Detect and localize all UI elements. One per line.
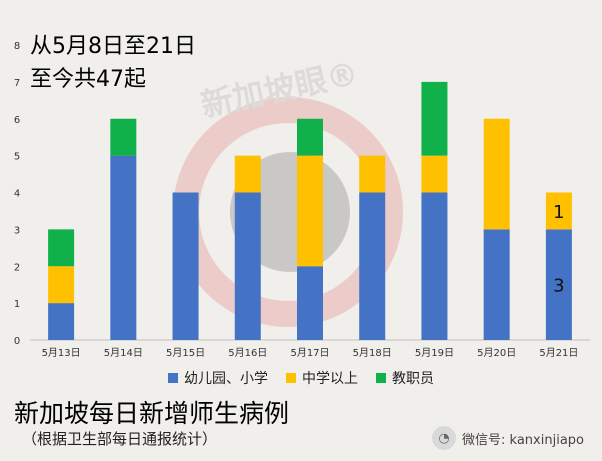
bar-segment bbox=[483, 118, 510, 230]
x-tick-label: 5月17日 bbox=[290, 347, 329, 359]
y-tick-label: 1 bbox=[14, 299, 20, 310]
bar-segment bbox=[48, 303, 75, 340]
bars bbox=[48, 81, 572, 340]
y-tick-label: 7 bbox=[14, 78, 20, 89]
y-tick-label: 8 bbox=[14, 41, 20, 52]
y-tick-label: 4 bbox=[14, 189, 20, 200]
bar-segment bbox=[421, 81, 448, 156]
x-tick-label: 5月16日 bbox=[228, 347, 267, 359]
bar-segment bbox=[297, 155, 323, 267]
subtitle-block: 从5月8日至21日 至今共47起 bbox=[30, 30, 196, 96]
bar-segment bbox=[48, 266, 75, 304]
x-tick-label: 5月18日 bbox=[353, 347, 392, 359]
legend-label: 中学以上 bbox=[302, 371, 358, 387]
legend-label: 幼儿园、小学 bbox=[184, 371, 268, 387]
y-tick-label: 0 bbox=[14, 336, 20, 347]
bar-segment bbox=[110, 118, 137, 156]
bar-segment bbox=[545, 192, 572, 230]
bar-segment bbox=[172, 192, 199, 340]
x-tick-label: 5月20日 bbox=[477, 347, 516, 359]
x-tick-label: 5月14日 bbox=[104, 347, 143, 359]
legend-item-secondary: 中学以上 bbox=[286, 368, 358, 388]
wechat-icon: ◔ bbox=[432, 426, 457, 450]
bar-segment bbox=[110, 155, 137, 340]
data-label: 3 bbox=[553, 276, 564, 297]
bar-segment bbox=[421, 155, 448, 193]
subtitle-line-2: 至今共47起 bbox=[30, 67, 146, 92]
bar-segment bbox=[359, 192, 386, 340]
bar-segment bbox=[48, 229, 75, 267]
legend-label: 教职员 bbox=[392, 371, 434, 387]
legend-item-staff: 教职员 bbox=[376, 368, 434, 388]
bar-segment bbox=[483, 229, 510, 340]
legend-swatch bbox=[286, 373, 296, 383]
wechat-label: 微信号: kanxinjiapo bbox=[462, 432, 584, 448]
annotations: 31 bbox=[553, 202, 564, 297]
y-axis: 0 1 2 3 4 5 6 7 8 bbox=[14, 41, 20, 347]
x-axis: 5月13日 5月14日 5月15日 5月16日 5月17日 5月18日 5月19日 5月20日… bbox=[42, 347, 579, 359]
chart-title: 新加坡每日新增师生病例 bbox=[14, 399, 290, 428]
bar-segment bbox=[234, 155, 261, 193]
y-tick-label: 2 bbox=[14, 262, 20, 273]
bar-segment bbox=[421, 192, 448, 340]
x-tick-label: 5月13日 bbox=[42, 347, 81, 359]
bar-segment bbox=[297, 118, 323, 156]
x-tick-label: 5月15日 bbox=[166, 347, 205, 359]
y-tick-label: 6 bbox=[14, 115, 20, 126]
x-tick-label: 5月19日 bbox=[415, 347, 454, 359]
bar-segment bbox=[234, 192, 261, 340]
wechat-id: ◔ 微信号: kanxinjiapo bbox=[432, 426, 584, 450]
legend-swatch bbox=[168, 373, 178, 383]
legend: 幼儿园、小学 中学以上 教职员 bbox=[168, 368, 434, 388]
bar-segment bbox=[359, 155, 386, 193]
bar-segment bbox=[545, 229, 572, 340]
legend-item-kindergarten-primary: 幼儿园、小学 bbox=[168, 368, 268, 388]
y-tick-label: 5 bbox=[14, 152, 20, 163]
source-note: （根据卫生部每日通报统计） bbox=[22, 430, 218, 448]
data-label: 1 bbox=[553, 202, 564, 223]
y-tick-label: 3 bbox=[14, 225, 20, 236]
x-tick-label: 5月21日 bbox=[539, 347, 578, 359]
legend-swatch bbox=[376, 373, 386, 383]
bar-segment bbox=[297, 266, 323, 340]
subtitle-line-1: 从5月8日至21日 bbox=[30, 34, 196, 59]
